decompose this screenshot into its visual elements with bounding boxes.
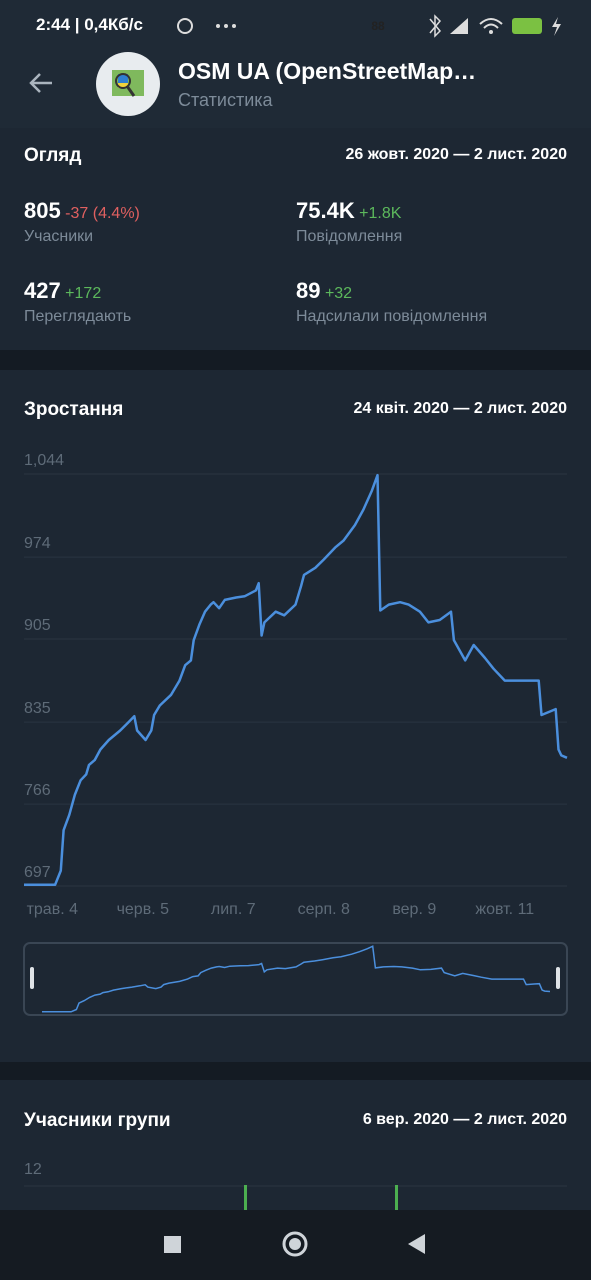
members-title: Учасники групи: [24, 1110, 171, 1131]
members-chart: [24, 1185, 567, 1210]
navigator-line: [42, 945, 551, 1013]
recents-button[interactable]: [164, 1236, 181, 1253]
y-tick-label: 697: [24, 864, 51, 881]
x-tick-label: серп. 8: [298, 901, 350, 918]
back-button[interactable]: [26, 68, 56, 98]
members-section: [0, 1080, 591, 1210]
chat-subtitle: Статистика: [178, 90, 273, 110]
stat-change: -37 (4.4%): [65, 205, 140, 222]
y-tick-label: 905: [24, 617, 51, 634]
y-tick-label: 835: [24, 700, 51, 717]
stat-value: 427: [24, 278, 61, 303]
range-handle: [556, 967, 560, 989]
avatar[interactable]: [96, 52, 160, 116]
nav-buttons: [164, 1231, 425, 1257]
stat-change: +1.8K: [359, 205, 402, 222]
members-period: 6 вер. 2020 — 2 лист. 2020: [362, 1111, 567, 1128]
x-tick-label: черв. 5: [117, 901, 170, 918]
range-handle: [30, 967, 34, 989]
x-tick-label: жовт. 11: [475, 901, 534, 918]
home-button[interactable]: [282, 1231, 308, 1257]
stat: 427 +172: [24, 278, 101, 304]
top-bar: [0, 0, 591, 128]
stat-change: +32: [324, 285, 353, 302]
x-tick-label: трав. 4: [27, 901, 79, 918]
growth-line: [24, 473, 568, 887]
stat-value: 89: [296, 278, 321, 303]
y-tick-label: 974: [24, 535, 51, 552]
stat: 89 +32: [296, 278, 352, 304]
y-tick-label: 1,044: [24, 452, 64, 469]
stat-label: Переглядають: [24, 308, 132, 325]
growth-period: 24 квіт. 2020 — 2 лист. 2020: [353, 400, 568, 417]
x-tick-label: лип. 7: [211, 901, 256, 918]
overview-title: Огляд: [24, 145, 82, 166]
stat-label: Учасники: [24, 228, 94, 245]
stat: 805 -37 (4.4%): [24, 198, 140, 224]
overview-period: 26 жовт. 2020 — 2 лист. 2020: [345, 146, 567, 163]
growth-title: Зростання: [24, 399, 124, 420]
y-tick-label: 12: [24, 1161, 42, 1178]
stat: 75.4K +1.8K: [296, 198, 401, 224]
overview-section: [0, 128, 591, 350]
growth-chart: 697 766 835 905 974 1,044 трав. 4 черв. 5 лип. 7…: [23, 452, 568, 1016]
chat-title: OSM UA (OpenStreetMap…: [178, 58, 477, 84]
y-tick-label: 766: [24, 782, 51, 799]
stat-label: Надсилали повідомлення: [296, 308, 488, 325]
battery-level: 88: [371, 19, 385, 33]
status-time: 2:44 | 0,4Кб/с: [36, 15, 143, 34]
stat-change: +172: [65, 285, 102, 302]
range-navigator: [23, 942, 568, 1016]
bar-top: [244, 1185, 247, 1210]
x-tick-label: вер. 9: [392, 901, 436, 918]
status-icons: [177, 14, 561, 38]
stat-value: 75.4K: [296, 198, 355, 223]
stat-value: 805: [24, 198, 61, 223]
growth-section: [0, 370, 591, 1062]
bar-top: [395, 1185, 398, 1210]
stat-label: Повідомлення: [296, 228, 403, 245]
back-nav-button[interactable]: [408, 1234, 425, 1254]
